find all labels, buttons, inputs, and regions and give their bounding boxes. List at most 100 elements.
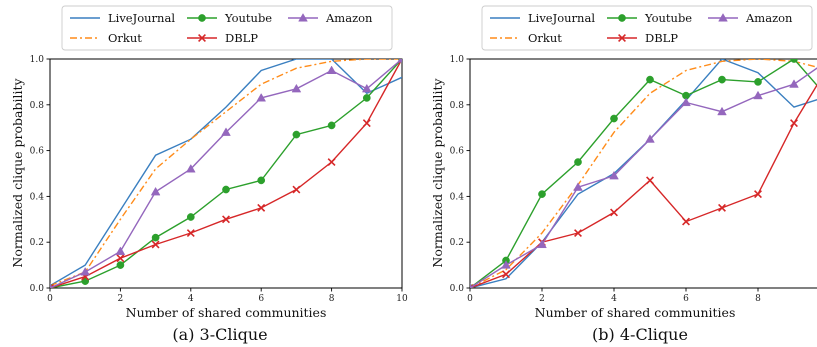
data-point-dblp [292, 185, 301, 194]
data-point-youtube [754, 78, 762, 86]
x-tick-label: 2 [118, 294, 124, 304]
legend-marker-amazon [298, 13, 308, 22]
x-axis-label: Number of shared communities [535, 305, 736, 320]
x-tick-label: 8 [329, 294, 335, 304]
legend-label-dblp: DBLP [645, 31, 678, 45]
data-point-amazon [753, 90, 763, 100]
data-point-amazon [501, 260, 511, 269]
data-point-amazon [681, 97, 691, 107]
series-layer [470, 59, 817, 288]
data-point-dblp [682, 217, 690, 226]
axis-ticks: 0 2 4 6 8 10 0.0 0.2 0.4 0.6 0.8 1.0 [30, 55, 408, 304]
data-point-youtube [116, 261, 125, 269]
chart-4-clique: 0 2 4 6 8 0.0 0.2 0.4 0.6 0.8 1.0 LiveJournal Orkut… [430, 5, 817, 344]
data-point-youtube [222, 185, 230, 194]
data-point-dblp [574, 229, 582, 238]
data-point-amazon [789, 79, 799, 88]
data-point-dblp [502, 270, 510, 279]
legend-box [481, 5, 813, 51]
data-point-youtube [610, 114, 618, 123]
data-point-amazon [291, 83, 302, 93]
y-tick-label: 0.6 [450, 147, 465, 157]
legend-marker-dblp [198, 34, 206, 42]
data-point-amazon [645, 134, 655, 143]
data-point-youtube [538, 190, 546, 198]
axis-ticks: 0 2 4 6 8 0.0 0.2 0.4 0.6 0.8 1.0 [450, 55, 761, 304]
series-layer [50, 59, 402, 288]
data-point-dblp [151, 240, 160, 249]
data-point-youtube [327, 121, 336, 130]
data-point-amazon [150, 186, 161, 196]
legend-marker-youtube [198, 14, 206, 22]
data-point-dblp [50, 284, 54, 288]
y-tick-label: 1.0 [450, 55, 465, 65]
data-point-dblp [718, 203, 726, 212]
data-point-youtube [718, 75, 726, 84]
x-tick-label: 6 [683, 294, 689, 304]
legend-label-orkut: Orkut [528, 31, 562, 45]
data-point-amazon [470, 283, 473, 288]
x-tick-label: 0 [467, 294, 473, 304]
caption: (b) 4-Clique [592, 325, 688, 344]
legend-label-youtube: Youtube [224, 11, 272, 25]
data-point-amazon [50, 283, 53, 288]
data-point-amazon [80, 267, 91, 276]
x-tick-label: 10 [396, 294, 408, 304]
x-tick-label: 4 [611, 294, 617, 304]
y-tick-label: 0.2 [450, 238, 464, 248]
series-line-orkut [470, 59, 817, 288]
legend-label-livejournal: LiveJournal [528, 11, 595, 25]
data-point-dblp [327, 158, 336, 167]
legend: LiveJournal Orkut Youtube DBLP Amazon [481, 5, 813, 51]
y-tick-label: 0.4 [30, 192, 45, 202]
y-tick-label: 1.0 [30, 55, 45, 65]
data-point-amazon [256, 93, 267, 102]
legend-label-livejournal: LiveJournal [108, 11, 175, 25]
data-point-youtube [362, 94, 371, 102]
data-point-amazon [717, 106, 727, 116]
series-line-orkut [50, 59, 402, 287]
data-point-amazon [115, 246, 126, 255]
y-axis-label: Normalized clique probability [430, 77, 445, 267]
series-line-dblp [50, 59, 402, 288]
x-tick-label: 2 [539, 294, 545, 304]
plot-frame [49, 58, 403, 289]
legend-label-orkut: Orkut [108, 31, 142, 45]
data-point-dblp [186, 229, 195, 238]
x-tick-label: 0 [47, 294, 53, 304]
y-tick-label: 0.4 [450, 192, 465, 202]
data-point-dblp [257, 203, 266, 212]
plot-frame [469, 58, 817, 289]
y-tick-label: 0.0 [30, 284, 45, 294]
legend-marker-dblp [618, 34, 626, 42]
data-point-amazon [326, 65, 337, 74]
data-point-youtube [257, 176, 266, 185]
data-point-amazon [221, 127, 231, 136]
y-tick-label: 0.8 [450, 101, 465, 111]
data-point-youtube [151, 233, 160, 242]
data-point-dblp [116, 254, 125, 263]
caption: (a) 3-Clique [172, 325, 267, 344]
x-tick-label: 6 [258, 294, 264, 304]
data-point-dblp [222, 215, 230, 224]
legend-marker-amazon [718, 13, 728, 22]
series-line-livejournal [50, 59, 402, 287]
data-point-amazon [185, 164, 196, 173]
series-line-amazon [50, 59, 402, 288]
data-point-amazon [609, 170, 619, 180]
y-tick-label: 0.2 [30, 238, 44, 248]
data-point-youtube [574, 158, 582, 166]
data-point-dblp [610, 208, 618, 217]
data-point-dblp [646, 176, 654, 185]
series-line-youtube [50, 59, 402, 288]
data-point-youtube [186, 213, 195, 221]
legend-label-dblp: DBLP [225, 31, 258, 45]
y-axis-label: Normalized clique probability [10, 77, 25, 267]
legend-box [61, 5, 393, 51]
series-line-dblp [470, 83, 817, 288]
x-tick-label: 8 [755, 294, 761, 304]
data-point-dblp [362, 119, 371, 128]
data-point-youtube [292, 130, 301, 139]
legend-label-youtube: Youtube [644, 11, 692, 25]
